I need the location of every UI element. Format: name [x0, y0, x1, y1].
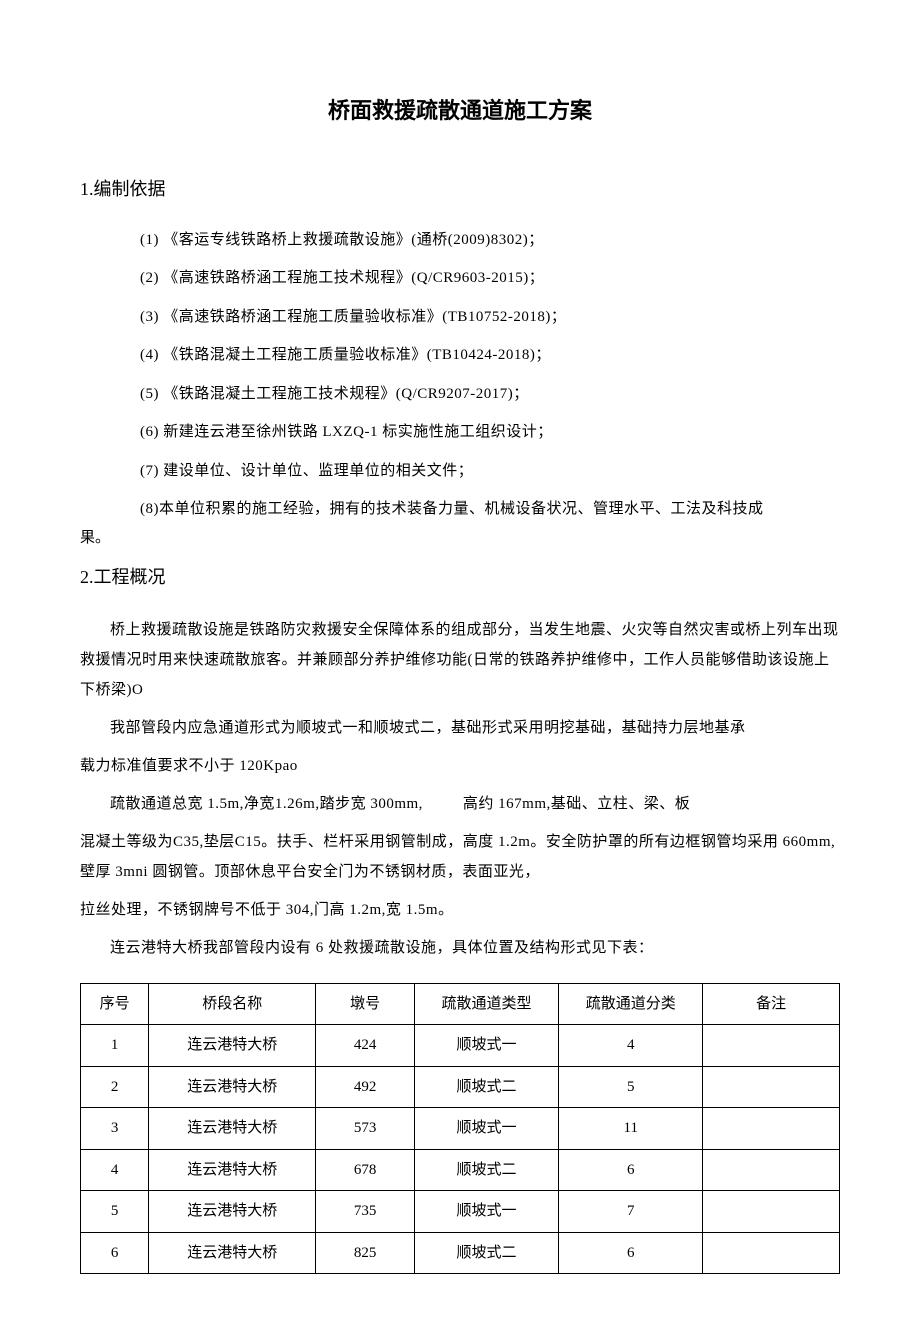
cell-remark	[703, 1149, 840, 1191]
cell-class: 11	[559, 1108, 703, 1150]
paragraph-continuation: 拉丝处理，不锈钢牌号不低于 304,门高 1.2m,宽 1.5m。	[80, 895, 840, 925]
cell-type: 顺坡式一	[414, 1025, 558, 1067]
cell-pier: 492	[316, 1066, 415, 1108]
reference-item: (5) 《铁路混凝土工程施工技术规程》(Q/CR9207-2017)；	[80, 380, 840, 409]
cell-type: 顺坡式一	[414, 1191, 558, 1233]
document-title: 桥面救援疏散通道施工方案	[80, 90, 840, 132]
cell-remark	[703, 1191, 840, 1233]
reference-item: (7) 建设单位、设计单位、监理单位的相关文件；	[80, 457, 840, 486]
text-fragment: 高约 167mm,基础、立柱、梁、板	[463, 796, 690, 812]
reference-item: (8)本单位积累的施工经验，拥有的技术装备力量、机械设备状况、管理水平、工法及科…	[80, 495, 840, 524]
cell-pier: 678	[316, 1149, 415, 1191]
table-row: 4 连云港特大桥 678 顺坡式二 6	[81, 1149, 840, 1191]
cell-class: 7	[559, 1191, 703, 1233]
paragraph: 桥上救援疏散设施是铁路防灾救援安全保障体系的组成部分，当发生地震、火灾等自然灾害…	[80, 615, 840, 705]
paragraph-continuation: 混凝土等级为C35,垫层C15。扶手、栏杆采用钢管制成，高度 1.2m。安全防护…	[80, 827, 840, 887]
section-2-heading: 2.工程概况	[80, 560, 840, 594]
reference-item: (6) 新建连云港至徐州铁路 LXZQ-1 标实施性施工组织设计；	[80, 418, 840, 447]
table-row: 6 连云港特大桥 825 顺坡式二 6	[81, 1232, 840, 1274]
cell-name: 连云港特大桥	[149, 1149, 316, 1191]
cell-remark	[703, 1108, 840, 1150]
cell-type: 顺坡式二	[414, 1149, 558, 1191]
cell-seq: 2	[81, 1066, 149, 1108]
cell-class: 6	[559, 1232, 703, 1274]
reference-item: (4) 《铁路混凝土工程施工质量验收标准》(TB10424-2018)；	[80, 341, 840, 370]
header-type: 疏散通道类型	[414, 983, 558, 1025]
cell-type: 顺坡式二	[414, 1232, 558, 1274]
cell-seq: 4	[81, 1149, 149, 1191]
cell-class: 6	[559, 1149, 703, 1191]
reference-item-continuation: 果。	[80, 524, 840, 553]
paragraph: 连云港特大桥我部管段内设有 6 处救援疏散设施，具体位置及结构形式见下表：	[80, 933, 840, 963]
cell-type: 顺坡式一	[414, 1108, 558, 1150]
cell-type: 顺坡式二	[414, 1066, 558, 1108]
cell-class: 4	[559, 1025, 703, 1067]
reference-item: (1) 《客运专线铁路桥上救援疏散设施》(通桥(2009)8302)；	[80, 226, 840, 255]
cell-name: 连云港特大桥	[149, 1191, 316, 1233]
cell-pier: 573	[316, 1108, 415, 1150]
table-row: 3 连云港特大桥 573 顺坡式一 11	[81, 1108, 840, 1150]
table-row: 1 连云港特大桥 424 顺坡式一 4	[81, 1025, 840, 1067]
header-seq: 序号	[81, 983, 149, 1025]
evacuation-facilities-table: 序号 桥段名称 墩号 疏散通道类型 疏散通道分类 备注 1 连云港特大桥 424…	[80, 983, 840, 1275]
cell-pier: 735	[316, 1191, 415, 1233]
header-pier: 墩号	[316, 983, 415, 1025]
paragraph: 我部管段内应急通道形式为顺坡式一和顺坡式二，基础形式采用明挖基础，基础持力层地基…	[80, 713, 840, 743]
table-header-row: 序号 桥段名称 墩号 疏散通道类型 疏散通道分类 备注	[81, 983, 840, 1025]
section-1-heading: 1.编制依据	[80, 172, 840, 206]
cell-seq: 3	[81, 1108, 149, 1150]
header-class: 疏散通道分类	[559, 983, 703, 1025]
cell-seq: 6	[81, 1232, 149, 1274]
text-fragment: 疏散通道总宽 1.5m,净宽1.26m,踏步宽 300mm,	[110, 796, 423, 812]
cell-pier: 424	[316, 1025, 415, 1067]
header-name: 桥段名称	[149, 983, 316, 1025]
cell-seq: 1	[81, 1025, 149, 1067]
cell-name: 连云港特大桥	[149, 1066, 316, 1108]
reference-item: (2) 《高速铁路桥涵工程施工技术规程》(Q/CR9603-2015)；	[80, 264, 840, 293]
cell-seq: 5	[81, 1191, 149, 1233]
reference-item: (3) 《高速铁路桥涵工程施工质量验收标准》(TB10752-2018)；	[80, 303, 840, 332]
table-row: 5 连云港特大桥 735 顺坡式一 7	[81, 1191, 840, 1233]
cell-pier: 825	[316, 1232, 415, 1274]
cell-name: 连云港特大桥	[149, 1025, 316, 1067]
cell-name: 连云港特大桥	[149, 1232, 316, 1274]
table-row: 2 连云港特大桥 492 顺坡式二 5	[81, 1066, 840, 1108]
paragraph: 疏散通道总宽 1.5m,净宽1.26m,踏步宽 300mm, 高约 167mm,基…	[80, 789, 840, 819]
cell-remark	[703, 1025, 840, 1067]
cell-name: 连云港特大桥	[149, 1108, 316, 1150]
header-remark: 备注	[703, 983, 840, 1025]
paragraph-continuation: 载力标准值要求不小于 120Kpao	[80, 751, 840, 781]
cell-remark	[703, 1232, 840, 1274]
cell-class: 5	[559, 1066, 703, 1108]
cell-remark	[703, 1066, 840, 1108]
